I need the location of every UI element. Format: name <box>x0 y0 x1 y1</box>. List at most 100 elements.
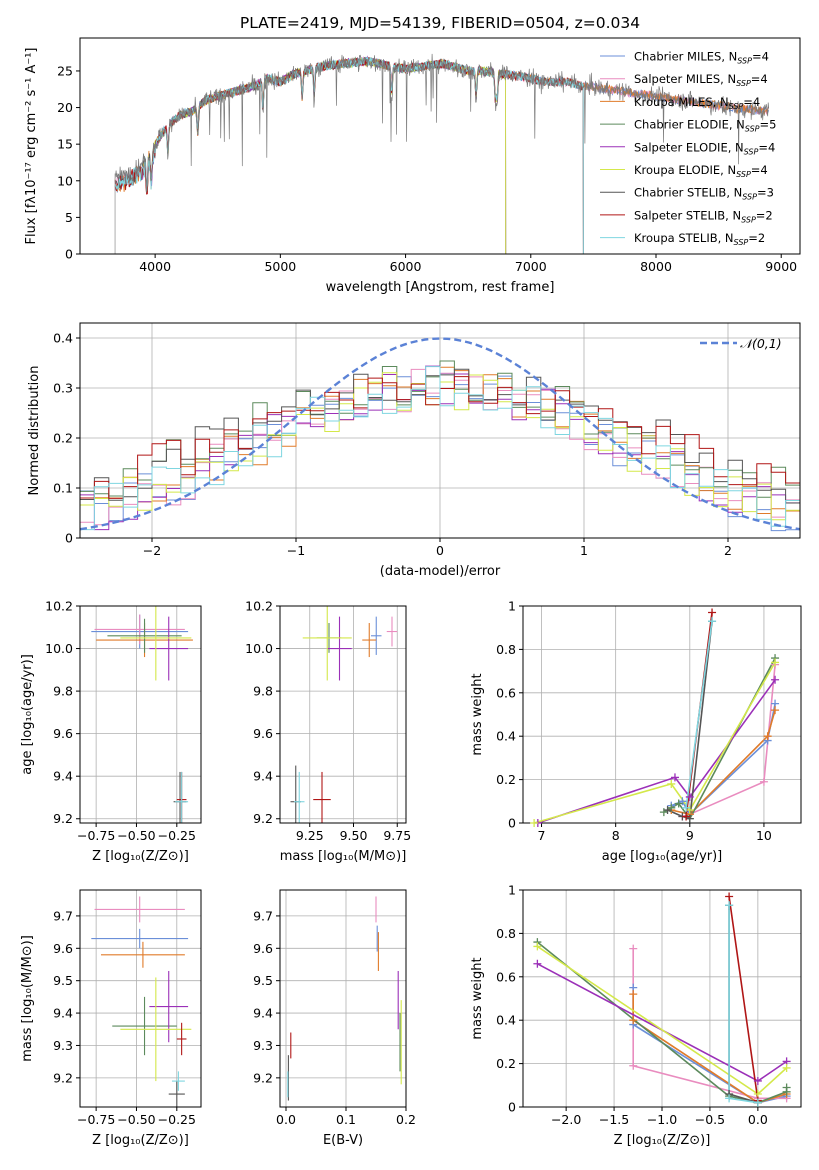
legend-label: Salpeter STELIB, NSSP=2 <box>634 208 773 224</box>
legend-label: Salpeter ELODIE, NSSP=4 <box>634 140 775 156</box>
x-tick-label: −1.0 <box>647 1112 677 1127</box>
y-tick-label: 0.2 <box>496 1056 516 1071</box>
y-tick-label: 10.0 <box>245 641 273 656</box>
y-tick-label: 9.6 <box>53 726 73 741</box>
weight-marker <box>629 1061 638 1070</box>
x-tick-label: 7 <box>538 828 546 843</box>
mass-vs-ebv-panel: 0.0 0.1 0.2 9.2 9.3 9.4 9.5 9.6 9.7 E(B-V) <box>253 889 416 1148</box>
y-tick-label: 9.2 <box>253 811 273 826</box>
x-tick-label: −0.75 <box>77 1112 115 1127</box>
plot-area <box>91 896 192 1107</box>
x-tick-label: 8000 <box>640 259 672 274</box>
weight-series-line <box>632 994 787 1104</box>
weight-marker <box>533 942 542 951</box>
plot-area <box>287 896 402 1101</box>
legend-label: Kroupa MILES, NSSP=4 <box>634 95 760 111</box>
y-tick-label: 0 <box>508 816 516 831</box>
weight-marker <box>629 990 638 999</box>
y-tick-label: 0.8 <box>496 642 516 657</box>
x-tick-label: −0.25 <box>158 828 196 843</box>
weight-series-line <box>685 621 713 808</box>
y-tick-label: 0.2 <box>496 772 516 787</box>
weight-marker <box>763 732 772 741</box>
y-tick-label: 9.4 <box>253 1006 273 1021</box>
x-tick-label: 0 <box>436 543 444 558</box>
y-axis-label: Flux [fλ10⁻¹⁷ erg cm⁻² s⁻¹ A⁻¹] <box>24 48 39 245</box>
plot-area <box>533 612 776 823</box>
x-tick-label: −1 <box>287 543 305 558</box>
y-axis-label: mass weight <box>470 957 485 1039</box>
legend-label: Salpeter MILES, NSSP=4 <box>634 72 768 88</box>
y-tick-label: 9.4 <box>253 769 273 784</box>
plot-area <box>114 53 770 254</box>
y-tick-label: 10 <box>57 173 73 188</box>
observed-spectrum-line <box>114 53 770 193</box>
x-tick-label: 9.75 <box>383 828 411 843</box>
axes-frame <box>522 605 802 824</box>
axes-frame <box>279 605 407 824</box>
x-tick-label: −2.0 <box>551 1112 581 1127</box>
y-tick-label: 9.8 <box>53 684 73 699</box>
x-tick-label: −2 <box>143 543 161 558</box>
y-tick-label: 9.5 <box>53 973 73 988</box>
x-tick-label: 9.25 <box>296 828 324 843</box>
weight-series-line <box>537 679 776 823</box>
weight-vs-metallicity-panel: −2.0 −1.5 −1.0 −0.5 0.0 0 0.2 0.4 0.6 0.8 1 Z [log₁… <box>470 883 802 1148</box>
normal-reference-curve <box>80 337 800 531</box>
y-tick-label: 9.4 <box>53 1006 73 1021</box>
x-tick-label: −1.5 <box>599 1112 629 1127</box>
model-spectrum-line <box>114 57 584 254</box>
plot-area <box>290 606 398 823</box>
weight-marker <box>771 658 780 667</box>
model-spectrum-line <box>142 56 507 254</box>
weight-series-line <box>671 709 776 816</box>
x-tick-label: −0.50 <box>117 1112 155 1127</box>
y-tick-label: 9.4 <box>53 769 73 784</box>
model-spectrum-line <box>142 55 507 254</box>
legend-label: Kroupa ELODIE, NSSP=4 <box>634 163 768 179</box>
plot-area <box>80 337 800 532</box>
x-tick-label: 2 <box>724 543 732 558</box>
y-tick-label: 25 <box>57 63 73 78</box>
model-spectrum-line <box>114 56 584 254</box>
weight-marker <box>753 1098 762 1107</box>
y-tick-label: 0.6 <box>496 685 516 700</box>
x-axis-label: age [log₁₀(age/yr)] <box>602 849 723 864</box>
x-tick-label: 10 <box>756 828 772 843</box>
y-tick-label: 9.7 <box>53 908 73 923</box>
weight-marker <box>759 777 768 786</box>
weight-marker <box>771 706 780 715</box>
weight-marker <box>708 608 717 617</box>
weight-marker <box>725 892 734 901</box>
y-tick-label: 9.8 <box>253 684 273 699</box>
weight-marker <box>725 1094 734 1103</box>
axes-frame <box>79 889 202 1108</box>
legend-label: 𝒩(0,1) <box>740 336 782 351</box>
y-tick-label: 9.6 <box>253 941 273 956</box>
y-tick-label: 20 <box>57 100 73 115</box>
weight-marker <box>629 944 638 953</box>
y-tick-label: 9.6 <box>253 726 273 741</box>
y-tick-label: 0 <box>65 531 73 546</box>
y-tick-label: 0.8 <box>496 926 516 941</box>
y-tick-label: 15 <box>57 137 73 152</box>
y-axis-label: Normed distribution <box>27 366 42 496</box>
y-tick-label: 9.2 <box>53 1070 73 1085</box>
x-tick-label: 6000 <box>390 259 422 274</box>
age-vs-mass-panel: 9.25 9.50 9.75 9.2 9.4 9.6 9.8 10.0 10.2 mass [lo… <box>245 599 411 865</box>
y-tick-label: 10.2 <box>45 599 73 614</box>
x-tick-label: 0.0 <box>276 1112 296 1127</box>
weight-series-line <box>663 657 776 821</box>
weight-series-line <box>728 896 759 1101</box>
figure-title: PLATE=2419, MJD=54139, FIBERID=0504, z=0… <box>240 14 640 32</box>
x-axis-label: mass [log₁₀(M/M⊙)] <box>280 849 407 864</box>
y-tick-label: 10.2 <box>245 599 273 614</box>
weight-series-line <box>533 661 776 823</box>
legend-label: Kroupa STELIB, NSSP=2 <box>634 231 765 247</box>
x-axis-label: Z [log₁₀(Z/Z⊙)] <box>92 849 189 864</box>
mass-vs-metallicity-panel: −0.75 −0.50 −0.25 9.2 9.3 9.4 9.5 9.6 9.7 Z [log₁… <box>20 889 202 1148</box>
y-tick-label: 1 <box>508 883 516 898</box>
y-tick-label: 0.2 <box>53 431 73 446</box>
y-tick-label: 0 <box>508 1100 516 1115</box>
model-spectrum-line <box>142 57 507 254</box>
